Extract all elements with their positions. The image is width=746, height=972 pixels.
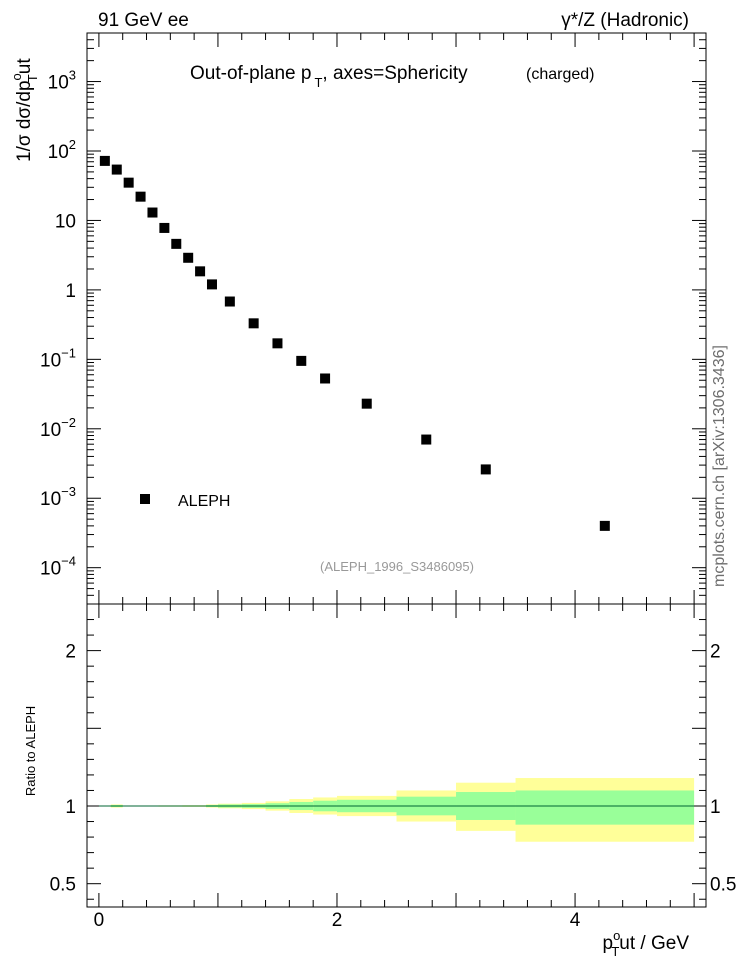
data-point-4 <box>147 207 158 218</box>
title-main: Out-of-plane p <box>190 63 311 84</box>
x-tick-label-1: 2 <box>332 910 343 931</box>
data-markers <box>99 155 610 531</box>
ytick-exponent: 3 <box>69 68 76 83</box>
main-ytick-label-3: 10−1 <box>40 345 76 371</box>
data-point-10 <box>224 296 235 307</box>
data-point-0 <box>99 155 110 166</box>
plot-title: Out-of-plane p T, axes=Sphericity <box>190 63 468 90</box>
ylabel-sub: T <box>25 74 40 82</box>
ytick-exponent: −3 <box>61 484 76 499</box>
header-left: 91 GeV ee <box>98 10 189 31</box>
ytick-base: 10 <box>40 350 61 371</box>
ratio-ytick-label-right-2: 2 <box>710 642 721 663</box>
xlabel-suffix: ut / GeV <box>619 933 689 954</box>
x-tick-label-2: 4 <box>570 910 581 931</box>
x-axis-label: po Tut / GeV <box>603 928 690 959</box>
main-ytick-label-5: 10 <box>55 211 76 232</box>
data-point-9 <box>206 279 217 290</box>
main-ytick-label-6: 102 <box>48 137 76 163</box>
data-point-1 <box>111 164 122 175</box>
ytick-exponent: −1 <box>61 345 76 360</box>
ytick-exponent: −4 <box>61 554 76 569</box>
ratio-ytick-label-left-2: 2 <box>65 642 76 663</box>
data-point-2 <box>123 177 134 188</box>
data-point-8 <box>195 266 206 277</box>
ytick-base: 10 <box>40 420 61 441</box>
data-point-14 <box>320 373 331 384</box>
x-tick-label-0: 0 <box>94 910 105 931</box>
ratio-y-axis-label: Ratio to ALEPH <box>23 706 38 796</box>
ratio-ytick-label-right-1: 1 <box>710 797 721 818</box>
ylabel-prefix: 1/σ dσ/dp <box>14 80 35 162</box>
ytick-base: 10 <box>40 559 61 580</box>
data-point-15 <box>361 398 372 409</box>
legend-marker-aleph <box>140 494 150 504</box>
data-point-7 <box>183 252 194 263</box>
header-right: γ*/Z (Hadronic) <box>561 10 689 31</box>
ylabel-suffix: ut <box>14 58 35 75</box>
xlabel-sup: o <box>613 928 620 943</box>
ytick-exponent: −2 <box>61 415 76 430</box>
data-point-5 <box>159 222 170 233</box>
main-ytick-label-4: 1 <box>65 281 76 302</box>
ratio-x-tick-labels: 0 2 4 <box>94 910 581 931</box>
ytick-exponent: 2 <box>69 137 76 152</box>
main-y-axis-label: 1/σ dσ/dpoTut <box>9 58 40 162</box>
data-point-11 <box>248 318 259 329</box>
ytick-base: 10 <box>48 73 69 94</box>
data-point-17 <box>480 464 491 475</box>
ytick-base: 10 <box>48 142 69 163</box>
data-point-6 <box>171 238 182 249</box>
main-x-ticks <box>98 33 695 604</box>
main-ytick-label-2: 10−2 <box>40 415 76 441</box>
main-plot-frame <box>86 32 707 605</box>
data-point-16 <box>421 434 432 445</box>
ratio-y-tick-labels: 0.5 0.5 1 1 2 2 <box>50 642 737 896</box>
inner-band-18 <box>515 790 695 825</box>
xlabel-prefix: p <box>603 933 614 954</box>
ytick-base: 10 <box>55 211 76 232</box>
ratio-y-ticks <box>87 603 706 900</box>
ratio-ytick-label-left-1: 1 <box>65 797 76 818</box>
ratio-bands <box>98 778 695 842</box>
side-watermark: mcplots.cern.ch [arXiv:1306.3436] <box>711 345 728 587</box>
ytick-base: 10 <box>40 489 61 510</box>
analysis-id-annotation: (ALEPH_1996_S3486095) <box>320 559 474 574</box>
data-point-13 <box>296 355 307 366</box>
ratio-plot-frame <box>86 603 707 908</box>
data-point-18 <box>599 520 610 531</box>
data-point-12 <box>272 338 283 349</box>
main-ytick-label-1: 10−3 <box>40 484 76 510</box>
plot-title-note: (charged) <box>526 66 594 83</box>
ratio-x-ticks <box>98 604 695 907</box>
xlabel-sub: T <box>611 944 619 959</box>
data-point-3 <box>135 191 146 202</box>
ylabel-sup: o <box>9 73 24 80</box>
ratio-ytick-label-left-0: 0.5 <box>50 875 76 896</box>
ratio-ytick-label-right-0: 0.5 <box>710 875 736 896</box>
ytick-base: 1 <box>65 281 76 302</box>
main-ytick-label-0: 10−4 <box>40 554 76 580</box>
title-rest: , axes=Sphericity <box>322 63 468 84</box>
main-ytick-label-7: 103 <box>48 68 76 94</box>
legend-label-aleph: ALEPH <box>178 493 230 510</box>
title-sub: T <box>314 75 322 90</box>
main-y-ticks <box>87 32 706 605</box>
